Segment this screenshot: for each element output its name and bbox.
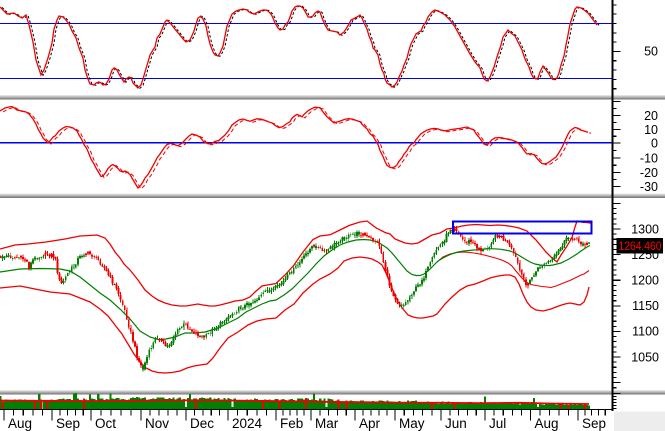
svg-text:Sep: Sep (56, 416, 80, 431)
svg-text:-20: -20 (640, 166, 658, 180)
svg-text:1150: 1150 (632, 299, 659, 313)
svg-text:2024: 2024 (232, 416, 263, 431)
svg-text:Sep: Sep (582, 416, 606, 431)
svg-text:Jun: Jun (445, 416, 467, 431)
svg-text:Oct: Oct (95, 416, 116, 431)
svg-text:Mar: Mar (315, 416, 339, 431)
svg-text:1050: 1050 (631, 350, 659, 364)
svg-text:Aug: Aug (535, 416, 559, 431)
svg-text:Apr: Apr (359, 416, 381, 431)
svg-text:50: 50 (644, 44, 658, 58)
svg-text:20: 20 (644, 109, 658, 123)
svg-text:Dec: Dec (190, 416, 214, 431)
svg-text:1200: 1200 (631, 274, 659, 288)
svg-text:May: May (399, 416, 425, 431)
svg-text:-10: -10 (640, 151, 658, 165)
svg-text:1264.460: 1264.460 (619, 241, 662, 253)
svg-text:1300: 1300 (631, 222, 659, 236)
svg-text:10: 10 (644, 123, 658, 137)
svg-text:Feb: Feb (280, 416, 303, 431)
svg-text:Jul: Jul (489, 416, 506, 431)
svg-text:Aug: Aug (8, 416, 32, 431)
svg-text:1100: 1100 (632, 325, 659, 339)
svg-text:0: 0 (651, 136, 658, 150)
svg-text:Nov: Nov (145, 416, 169, 431)
svg-text:-30: -30 (640, 180, 658, 194)
